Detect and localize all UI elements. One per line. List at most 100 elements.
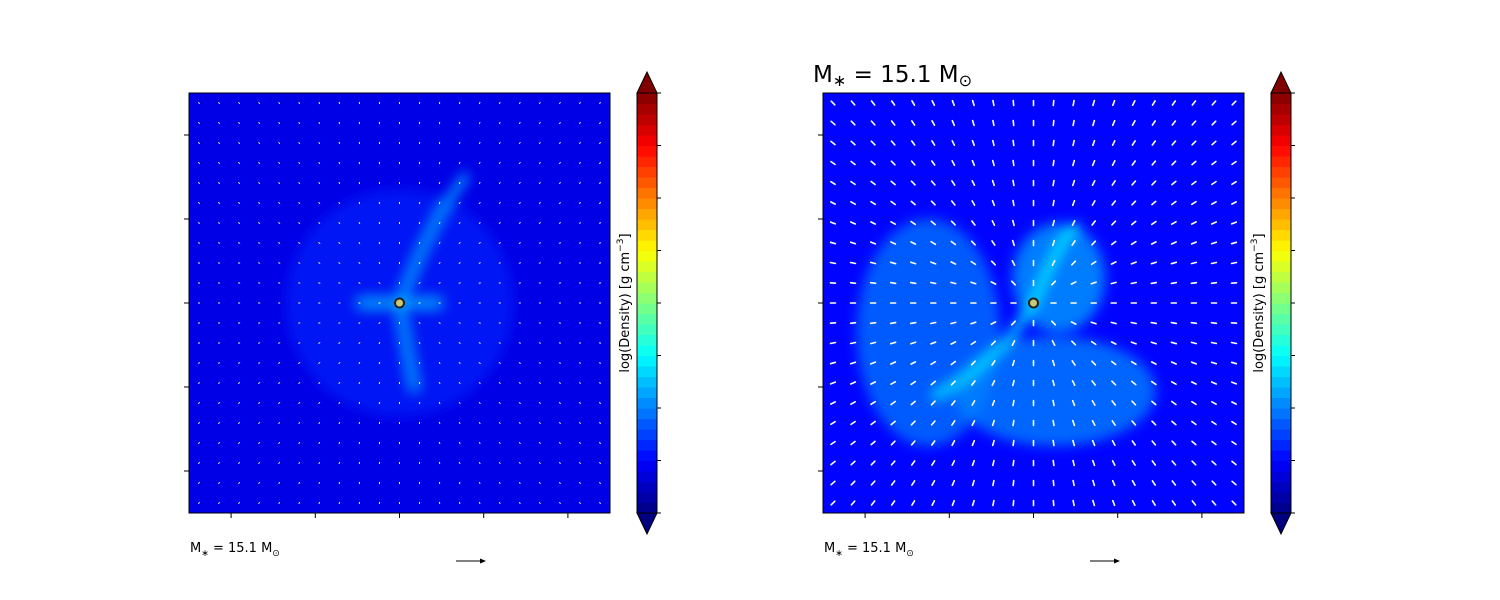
velocity-arrow [849,341,857,345]
velocity-arrow [992,99,995,107]
velocity-arrow [889,281,897,285]
velocity-arrow [991,220,996,226]
velocity-arrow [198,402,200,404]
density-filament [932,298,1038,400]
velocity-arrow [579,462,581,464]
velocity-arrow [930,261,937,265]
velocity-arrow [538,422,541,424]
velocity-arrow [1171,120,1177,126]
velocity-arrow [910,440,916,446]
colorbar-band [1271,313,1291,325]
velocity-arrow [1091,380,1096,386]
velocity-arrow [478,342,481,344]
velocity-arrow [198,462,200,464]
velocity-arrow [599,482,601,484]
colorbar-band [1271,481,1291,493]
velocity-arrow [258,122,260,124]
colorbar-band [1271,135,1291,147]
colorbar-band [1271,387,1291,399]
velocity-arrow [991,459,995,467]
velocity-arrow [1150,220,1157,226]
colorbar-band [1271,145,1291,157]
velocity-arrow [1091,360,1097,366]
velocity-arrow [931,479,936,487]
velocity-arrow [1231,401,1237,405]
velocity-arrow [1092,459,1096,467]
velocity-arrow [338,441,341,445]
velocity-arrow [1170,261,1178,265]
quiver-key-arrowhead [1114,558,1120,564]
velocity-arrow [1211,420,1217,426]
velocity-arrow [318,162,321,164]
velocity-arrow [910,220,917,226]
velocity-arrow [378,282,381,284]
velocity-arrow [458,382,461,384]
velocity-arrow [829,361,837,365]
velocity-arrow [1171,100,1177,106]
velocity-arrow [238,162,241,164]
velocity-arrow [1111,400,1117,406]
colorbar-band [637,313,657,325]
velocity-arrow [869,361,877,365]
velocity-arrow [1151,160,1157,166]
velocity-arrow [498,442,501,444]
velocity-arrow [971,459,976,467]
velocity-arrow [849,321,857,325]
velocity-arrow [992,499,995,507]
velocity-arrow [358,282,361,284]
velocity-arrow [830,180,836,186]
velocity-arrow [869,241,877,245]
velocity-arrow [198,442,200,444]
velocity-arrow [950,220,956,226]
velocity-arrow [478,442,481,444]
velocity-arrow [950,360,957,366]
velocity-arrow [458,161,461,165]
velocity-arrow [1052,359,1056,367]
velocity-arrow [1151,120,1156,126]
velocity-arrow [950,240,957,246]
velocity-arrow [1052,159,1055,167]
velocity-arrow [238,502,240,504]
velocity-arrow [1231,180,1237,186]
velocity-arrow [198,122,200,124]
velocity-arrow [889,341,897,345]
velocity-arrow [539,462,541,464]
colorbar-band [637,460,657,472]
velocity-arrow [258,482,260,484]
velocity-arrow [890,100,896,106]
velocity-arrow [218,482,220,484]
colorbar-band [1271,177,1291,189]
velocity-arrow [1011,219,1015,227]
velocity-arrow [1211,480,1217,486]
velocity-arrow [870,160,876,166]
mass-annotation: M∗ = 15.1 M⊙ [190,541,280,559]
velocity-arrow [238,182,241,184]
velocity-arrow [849,381,857,385]
velocity-arrow [278,102,280,104]
velocity-arrow [539,502,541,504]
velocity-arrow [850,420,856,426]
velocity-arrow [1072,99,1075,107]
velocity-arrow [890,400,897,406]
velocity-arrow [1071,360,1076,366]
velocity-arrow [829,341,837,345]
velocity-arrow [458,461,461,465]
velocity-arrow [830,440,836,446]
velocity-arrow [930,380,937,386]
velocity-arrow [1111,479,1116,487]
colorbar-band [637,439,657,451]
colorbar-band [637,387,657,399]
velocity-arrow [338,222,341,224]
velocity-arrow [1231,100,1237,106]
velocity-arrow [930,360,937,366]
colorbar-band [1271,124,1291,136]
velocity-arrow [1210,361,1218,365]
velocity-arrow [890,361,897,365]
velocity-arrow [950,200,956,206]
colorbar-band [1271,271,1291,283]
velocity-arrow [829,241,837,245]
velocity-arrow [278,462,281,464]
velocity-arrow [318,262,321,264]
velocity-arrow [218,162,220,164]
velocity-arrow [951,160,956,166]
